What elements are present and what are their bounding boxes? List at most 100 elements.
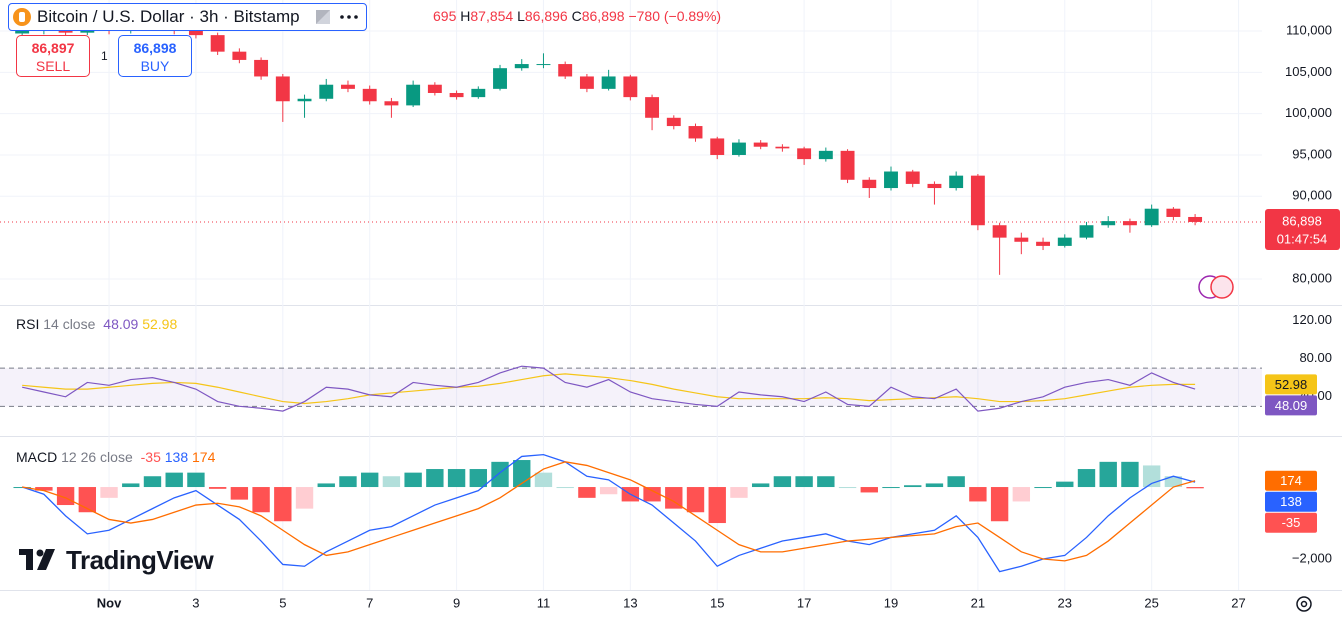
rsi-line [22,365,1196,412]
x-tick-label: 25 [1144,595,1158,610]
candle-body [710,138,725,155]
candle-body [188,30,203,36]
histogram-bar [1034,487,1052,489]
logo-part [26,549,33,570]
candle-body [275,76,290,102]
high-value: 87,854 [470,8,514,24]
histogram-bar [208,487,227,489]
candle-body [927,183,942,189]
flag-icon[interactable] [314,8,332,26]
histogram-bar [665,487,683,509]
rsi-legend: RSI 14 close 48.09 52.98 [16,316,177,332]
rsi-ma-value: 52.98 [142,316,178,332]
ohlc-values: 695 H87,854 L86,896 C86,898 −780 (−0.89%… [433,8,721,24]
value-tag [1265,395,1317,416]
candle-body [362,88,377,102]
histogram-bar [643,487,661,502]
y-tick-label: 100,000 [1285,105,1332,120]
candle-body [1144,208,1159,226]
histogram-bar [165,472,183,488]
candle-body [601,76,616,89]
candle-body [514,64,529,69]
candle-body [840,150,855,180]
value-tag-label: -35 [1282,515,1301,530]
histogram-bar [447,469,466,488]
y-tick-label: 95,000 [1292,146,1332,161]
candle-body [645,97,660,118]
candle-body [1079,225,1094,238]
histogram-bar [751,483,770,488]
event-icon[interactable] [1210,275,1234,299]
histogram-bar [817,476,835,488]
histogram-bar [1099,461,1117,488]
value-tag [1265,491,1317,512]
event-icons[interactable] [1198,275,1234,299]
histogram-bar [773,476,792,488]
y-tick-label: 90,000 [1292,188,1332,203]
histogram-bar [1056,481,1074,488]
candle-body [232,51,247,60]
macd-value: 138 [164,449,189,465]
rsi-line [22,373,1196,405]
low-key: L [517,8,525,24]
candle-body [666,117,681,127]
histogram-bar [361,472,379,488]
histogram-bar [252,487,270,513]
gear[interactable] [1296,596,1312,612]
y-tick-label: 80.00 [1299,350,1332,365]
candle-body [884,171,898,189]
histogram-bar [382,476,401,488]
candle-body [384,101,399,106]
price-tag [1265,208,1340,250]
histogram-bar [122,483,140,488]
x-tick-label: 27 [1231,595,1245,610]
symbol-box[interactable]: Bitcoin / U.S. Dollar · 3h · Bitstamp [8,3,367,31]
candle-body [558,64,573,77]
settings-icon[interactable] [1296,596,1312,612]
candle-body [970,175,985,226]
more-icon[interactable] [338,8,360,26]
x-tick-label: 7 [366,595,373,610]
rsi-value: 48.09 [103,316,139,332]
buy-button[interactable]: 86,898 BUY [118,35,192,77]
histogram-bar [925,483,944,488]
candle-body [493,68,507,89]
histogram-bar [230,487,249,500]
histogram-bar [730,487,748,498]
histogram-bar [708,487,726,524]
sell-button[interactable]: 86,897 SELL [16,35,90,77]
histogram-bar [947,476,965,488]
x-tick-label: 3 [192,595,199,610]
histogram-value: -35 [140,449,161,465]
candle-body [15,30,30,34]
histogram-bar [317,483,335,488]
candle-body [449,92,464,98]
brand: TradingView [66,545,214,575]
candle-body [623,76,638,98]
x-tick-label: 21 [971,595,985,610]
candle-body [254,59,269,77]
histogram-bar [882,487,900,489]
value-tag-label: 52.98 [1275,377,1308,392]
histogram-bar [426,469,444,488]
value-tag-label: 48.09 [1275,398,1308,413]
histogram-bar [187,472,205,488]
candle-body [1057,237,1072,246]
open-value: 695 [433,8,457,24]
candle-body [1166,208,1181,217]
value-tag [1265,470,1317,491]
x-tick-label: 19 [884,595,898,610]
x-tick-label: 13 [623,595,637,610]
histogram-bar [295,487,314,509]
change: −780 (−0.89%) [628,8,722,24]
macd-title: MACD [16,449,58,465]
histogram-bar [491,461,509,488]
histogram-bar [1012,487,1031,502]
quantity[interactable]: 1 [101,49,108,63]
logo-mark [19,549,55,570]
macd-legend: MACD 12 26 close -35 138 174 [16,449,215,465]
y-tick-label: 110,000 [1286,22,1332,37]
symbol: Bitcoin / U.S. Dollar · 3h · Bitstamp [37,7,300,26]
